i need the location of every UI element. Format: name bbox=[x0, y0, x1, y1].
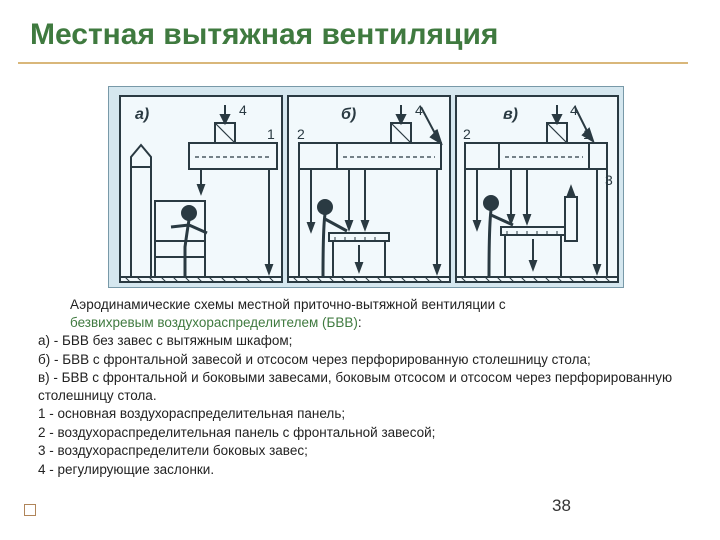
title-text: Местная вытяжная вентиляция bbox=[30, 18, 498, 51]
page-title: Местная вытяжная вентиляция bbox=[0, 0, 720, 52]
intro-colored: безвихревым воздухораспределителем (БВВ) bbox=[70, 315, 358, 330]
caption-line: в) - БВВ с фронтальной и боковыми завеса… bbox=[38, 369, 698, 404]
svg-text:в): в) bbox=[503, 106, 518, 123]
footer-square-icon bbox=[24, 504, 36, 516]
caption-line: б) - БВВ с фронтальной завесой и отсосом… bbox=[38, 351, 698, 369]
svg-text:а): а) bbox=[135, 106, 149, 123]
diagram-panel-b: б) 4 1 2 bbox=[287, 95, 451, 283]
intro-tail: : bbox=[358, 315, 362, 330]
svg-text:4: 4 bbox=[415, 102, 423, 118]
svg-text:4: 4 bbox=[239, 102, 247, 118]
svg-text:1: 1 bbox=[433, 126, 441, 142]
svg-text:2: 2 bbox=[463, 126, 471, 142]
caption-block: Аэродинамические схемы местной приточно-… bbox=[38, 296, 698, 479]
page-number: 38 bbox=[552, 496, 571, 516]
svg-text:4: 4 bbox=[570, 102, 578, 118]
caption-line: 1 - основная воздухораспределительная па… bbox=[38, 405, 698, 423]
diagram-panel-c: в) 4 1 2 3 bbox=[455, 95, 619, 283]
caption-line: 3 - воздухораспределители боковых завес; bbox=[38, 442, 698, 460]
caption-intro: Аэродинамические схемы местной приточно-… bbox=[38, 296, 698, 331]
svg-text:1: 1 bbox=[583, 126, 591, 142]
svg-text:2: 2 bbox=[297, 126, 305, 142]
caption-line: а) - БВВ без завес с вытяжным шкафом; bbox=[38, 332, 698, 350]
intro-line-1: Аэродинамические схемы местной приточно-… bbox=[70, 297, 506, 312]
svg-text:1: 1 bbox=[267, 126, 275, 142]
svg-text:б): б) bbox=[341, 106, 356, 123]
caption-line: 2 - воздухораспределительная панель с фр… bbox=[38, 424, 698, 442]
title-underline bbox=[18, 62, 688, 64]
diagram-panel-a: а) 4 1 bbox=[119, 95, 283, 283]
svg-text:3: 3 bbox=[605, 172, 613, 188]
figure-container: а) 4 1 bbox=[108, 86, 624, 288]
caption-line: 4 - регулирующие заслонки. bbox=[38, 461, 698, 479]
